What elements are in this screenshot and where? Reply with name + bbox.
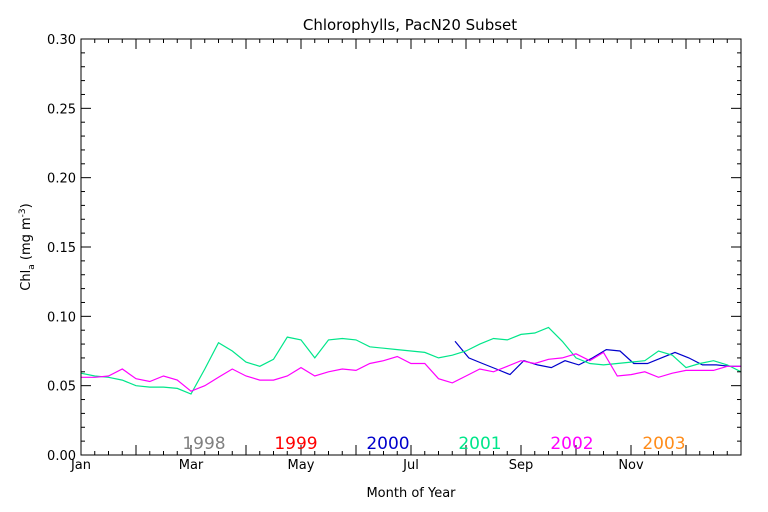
- y-tick-label: 0.15: [47, 241, 76, 256]
- y-tick-label: 0.05: [47, 380, 76, 395]
- chart-title: Chlorophylls, PacN20 Subset: [303, 16, 517, 34]
- series-line-2001: [80, 326, 742, 395]
- plot-frame: [80, 38, 742, 456]
- y-axis-label-base: Chl: [19, 270, 34, 291]
- series-line-2002: [81, 351, 741, 392]
- y-axis-label-units: (mg m: [19, 217, 34, 264]
- y-axis-ticks: [81, 38, 741, 456]
- y-tick-label: 0.25: [47, 102, 76, 117]
- x-tick-label: Sep: [509, 458, 534, 473]
- x-tick-label: Mar: [179, 458, 204, 473]
- x-tick-label: May: [288, 458, 315, 473]
- legend-entry-1998: 1998: [182, 434, 225, 454]
- y-axis-label-superscript: -3: [18, 208, 28, 217]
- x-tick-label: Jan: [70, 458, 91, 473]
- legend-entry-2000: 2000: [366, 434, 409, 454]
- legend: 1998 1999 2000 2001 2002 2003: [182, 434, 685, 454]
- plot-series: [80, 326, 742, 395]
- y-tick-label: 0.30: [47, 33, 76, 48]
- x-axis-label: Month of Year: [366, 486, 456, 501]
- x-axis-ticks: [80, 39, 742, 455]
- legend-entry-1999: 1999: [274, 434, 317, 454]
- legend-entry-2003: 2003: [642, 434, 685, 454]
- series-line-2000: [454, 340, 741, 376]
- x-tick-label: Nov: [618, 458, 644, 473]
- x-tick-label: Jul: [402, 458, 419, 473]
- y-axis-tick-labels: 0.00 0.05 0.10 0.15 0.20 0.25 0.30: [47, 33, 76, 464]
- y-tick-label: 0.20: [47, 172, 76, 187]
- y-axis-label-subscript: a: [27, 264, 37, 270]
- y-axis-label: Chla (mg m-3): [18, 203, 37, 290]
- y-tick-label: 0.10: [47, 310, 76, 325]
- x-axis-tick-labels: Jan Mar May Jul Sep Nov: [70, 458, 644, 473]
- y-axis-label-units-close: ): [19, 203, 34, 208]
- y-tick-label: 0.00: [47, 449, 76, 464]
- legend-entry-2002: 2002: [550, 434, 593, 454]
- legend-entry-2001: 2001: [458, 434, 501, 454]
